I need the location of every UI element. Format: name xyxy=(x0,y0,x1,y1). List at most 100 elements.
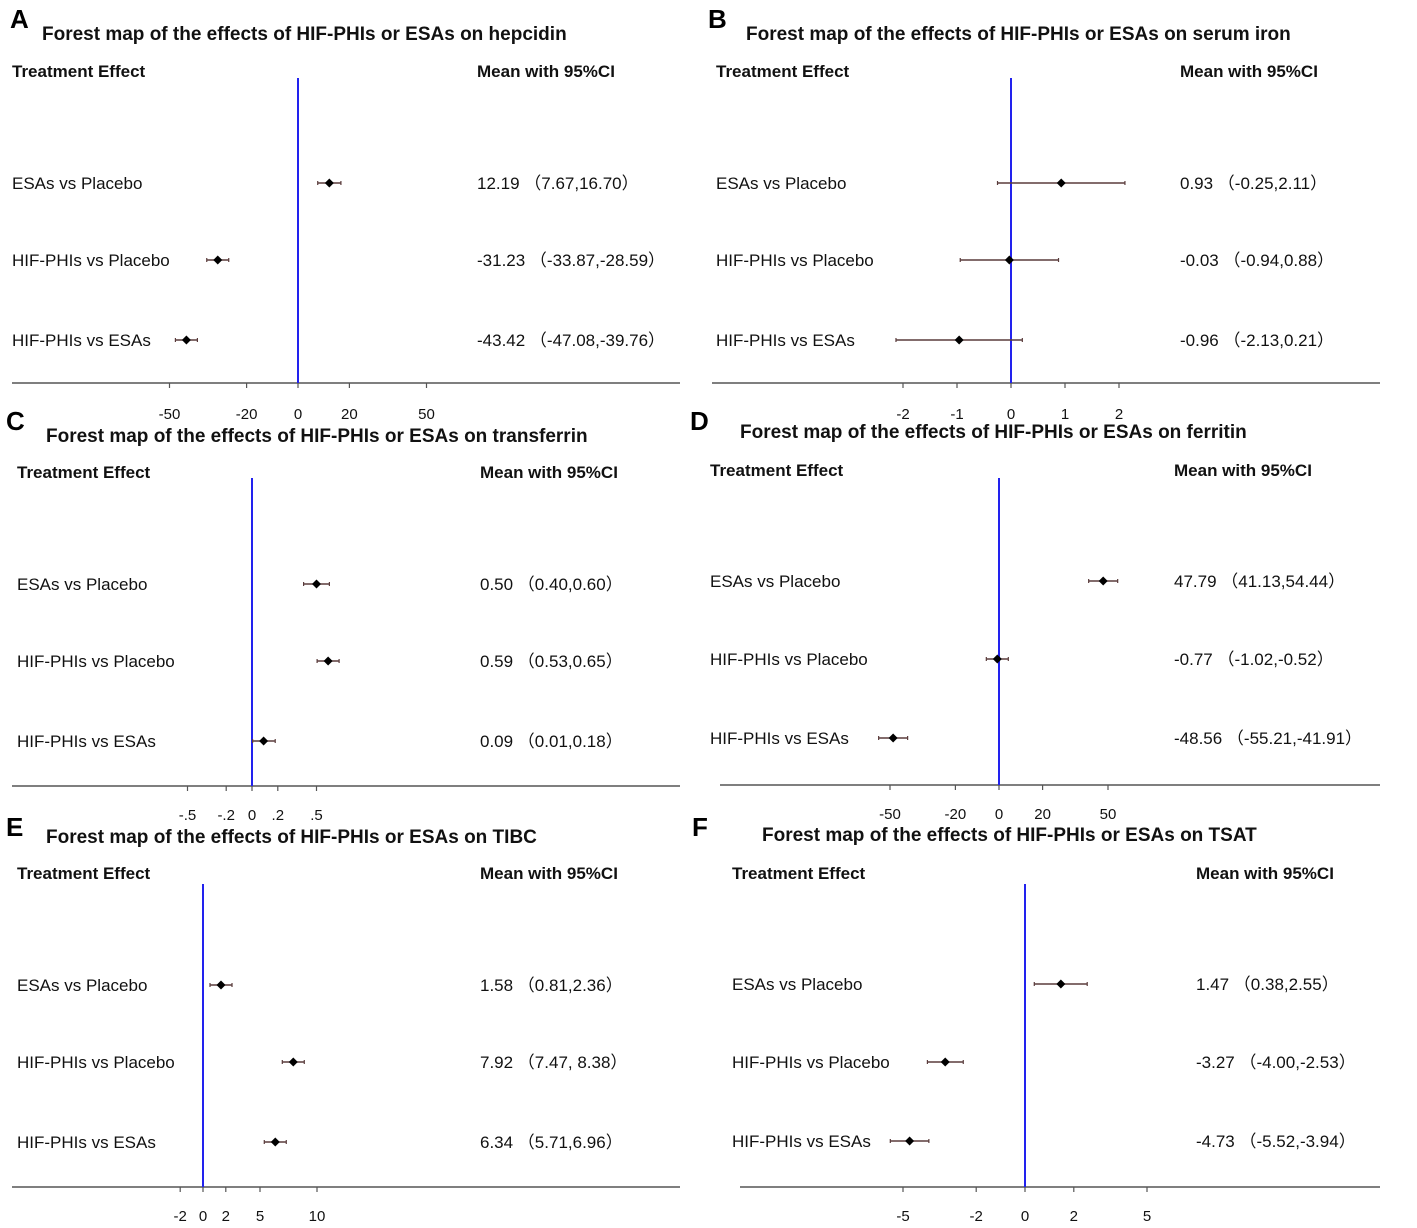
row-label: HIF-PHIs vs Placebo xyxy=(710,650,868,669)
mean-marker xyxy=(181,335,191,345)
panel-c: C Forest map of the effects of HIF-PHIs o… xyxy=(6,406,680,824)
row-label: HIF-PHIs vs ESAs xyxy=(710,729,849,748)
x-tick-label: 20 xyxy=(1034,806,1051,823)
panel-title: Forest map of the effects of HIF-PHIs or… xyxy=(746,24,1291,45)
x-tick-label: -50 xyxy=(879,806,901,823)
x-tick-label: -2 xyxy=(174,1208,187,1225)
panel-title: Forest map of the effects of HIF-PHIs or… xyxy=(42,24,567,45)
panel-letter: A xyxy=(10,4,29,34)
row-label: ESAs vs Placebo xyxy=(710,572,840,591)
panel-f: F Forest map of the effects of HIF-PHIs o… xyxy=(692,812,1380,1225)
row-label: HIF-PHIs vs Placebo xyxy=(12,251,170,270)
x-tick-label: 5 xyxy=(256,1208,264,1225)
x-tick-label: -.5 xyxy=(179,807,197,824)
row-label: HIF-PHIs vs ESAs xyxy=(17,1133,156,1152)
mean-ci-header: Mean with 95%CI xyxy=(1180,62,1318,81)
mean-marker xyxy=(1056,979,1066,989)
x-tick-label: -2 xyxy=(970,1208,983,1225)
x-tick-label: -50 xyxy=(159,406,181,423)
mean-ci-header: Mean with 95%CI xyxy=(1174,461,1312,480)
x-tick-label: 1 xyxy=(1061,406,1069,423)
panel-letter: C xyxy=(6,406,25,436)
row-value: -4.73 （-5.52,-3.94） xyxy=(1196,1132,1356,1151)
x-tick-label: 0 xyxy=(248,807,256,824)
row-value: 0.50 （0.40,0.60） xyxy=(480,575,623,594)
row-label: HIF-PHIs vs Placebo xyxy=(716,251,874,270)
x-tick-label: -5 xyxy=(896,1208,909,1225)
row-label: ESAs vs Placebo xyxy=(732,975,862,994)
row-value: -3.27 （-4.00,-2.53） xyxy=(1196,1053,1356,1072)
row-value: -0.96 （-2.13,0.21） xyxy=(1180,331,1334,350)
mean-marker xyxy=(992,654,1002,664)
mean-marker xyxy=(216,980,226,990)
panel-d: D Forest map of the effects of HIF-PHIs o… xyxy=(690,406,1380,823)
row-label: ESAs vs Placebo xyxy=(12,174,142,193)
mean-ci-header: Mean with 95%CI xyxy=(480,864,618,883)
x-tick-label: 5 xyxy=(1143,1208,1151,1225)
panel-title: Forest map of the effects of HIF-PHIs or… xyxy=(46,827,537,848)
mean-marker xyxy=(1056,178,1066,188)
treatment-effect-header: Treatment Effect xyxy=(710,461,844,480)
row-label: ESAs vs Placebo xyxy=(716,174,846,193)
row-value: 6.34 （5.71,6.96） xyxy=(480,1133,623,1152)
treatment-effect-header: Treatment Effect xyxy=(17,864,151,883)
mean-marker xyxy=(905,1136,915,1146)
mean-marker xyxy=(940,1057,950,1067)
panel-a: A Forest map of the effects of HIF-PHIs o… xyxy=(10,4,680,423)
x-tick-label: -20 xyxy=(945,806,967,823)
x-tick-label: 0 xyxy=(1021,1208,1029,1225)
row-value: -31.23 （-33.87,-28.59） xyxy=(477,251,665,270)
mean-marker xyxy=(213,255,223,265)
panel-letter: B xyxy=(708,4,727,34)
x-tick-label: 0 xyxy=(294,406,302,423)
row-value: -0.77 （-1.02,-0.52） xyxy=(1174,650,1334,669)
panel-title: Forest map of the effects of HIF-PHIs or… xyxy=(762,825,1257,846)
row-value: 1.58 （0.81,2.36） xyxy=(480,976,623,995)
row-value: 47.79 （41.13,54.44） xyxy=(1174,572,1345,591)
mean-ci-header: Mean with 95%CI xyxy=(480,463,618,482)
treatment-effect-header: Treatment Effect xyxy=(17,463,151,482)
treatment-effect-header: Treatment Effect xyxy=(12,62,146,81)
panel-b: B Forest map of the effects of HIF-PHIs o… xyxy=(708,4,1380,423)
row-value: -43.42 （-47.08,-39.76） xyxy=(477,331,665,350)
row-label: ESAs vs Placebo xyxy=(17,976,147,995)
row-value: 1.47 （0.38,2.55） xyxy=(1196,975,1339,994)
row-label: ESAs vs Placebo xyxy=(17,575,147,594)
x-tick-label: -.2 xyxy=(217,807,235,824)
panel-letter: F xyxy=(692,812,708,842)
panel-title: Forest map of the effects of HIF-PHIs or… xyxy=(740,422,1247,443)
mean-ci-header: Mean with 95%CI xyxy=(1196,864,1334,883)
x-tick-label: .2 xyxy=(272,807,285,824)
x-tick-label: 10 xyxy=(309,1208,326,1225)
mean-marker xyxy=(1098,576,1108,586)
panel-letter: D xyxy=(690,406,709,436)
row-label: HIF-PHIs vs Placebo xyxy=(17,1053,175,1072)
panel-letter: E xyxy=(6,812,23,842)
mean-marker xyxy=(324,178,334,188)
x-tick-label: 50 xyxy=(418,406,435,423)
panel-title: Forest map of the effects of HIF-PHIs or… xyxy=(46,426,588,447)
row-value: 0.59 （0.53,0.65） xyxy=(480,652,623,671)
row-label: HIF-PHIs vs Placebo xyxy=(17,652,175,671)
mean-marker xyxy=(323,656,333,666)
treatment-effect-header: Treatment Effect xyxy=(732,864,866,883)
mean-marker xyxy=(270,1137,280,1147)
row-value: 0.09 （0.01,0.18） xyxy=(480,732,623,751)
mean-marker xyxy=(1004,255,1014,265)
row-label: HIF-PHIs vs ESAs xyxy=(716,331,855,350)
row-label: HIF-PHIs vs ESAs xyxy=(12,331,151,350)
x-tick-label: 0 xyxy=(1007,406,1015,423)
mean-marker xyxy=(954,335,964,345)
mean-marker xyxy=(288,1057,298,1067)
row-label: HIF-PHIs vs Placebo xyxy=(732,1053,890,1072)
x-tick-label: 0 xyxy=(995,806,1003,823)
x-tick-label: 2 xyxy=(222,1208,230,1225)
x-tick-label: -2 xyxy=(896,406,909,423)
row-value: -48.56 （-55.21,-41.91） xyxy=(1174,729,1362,748)
mean-ci-header: Mean with 95%CI xyxy=(477,62,615,81)
x-tick-label: -1 xyxy=(950,406,963,423)
panel-e: E Forest map of the effects of HIF-PHIs o… xyxy=(6,812,680,1225)
row-label: HIF-PHIs vs ESAs xyxy=(732,1132,871,1151)
row-value: -0.03 （-0.94,0.88） xyxy=(1180,251,1334,270)
